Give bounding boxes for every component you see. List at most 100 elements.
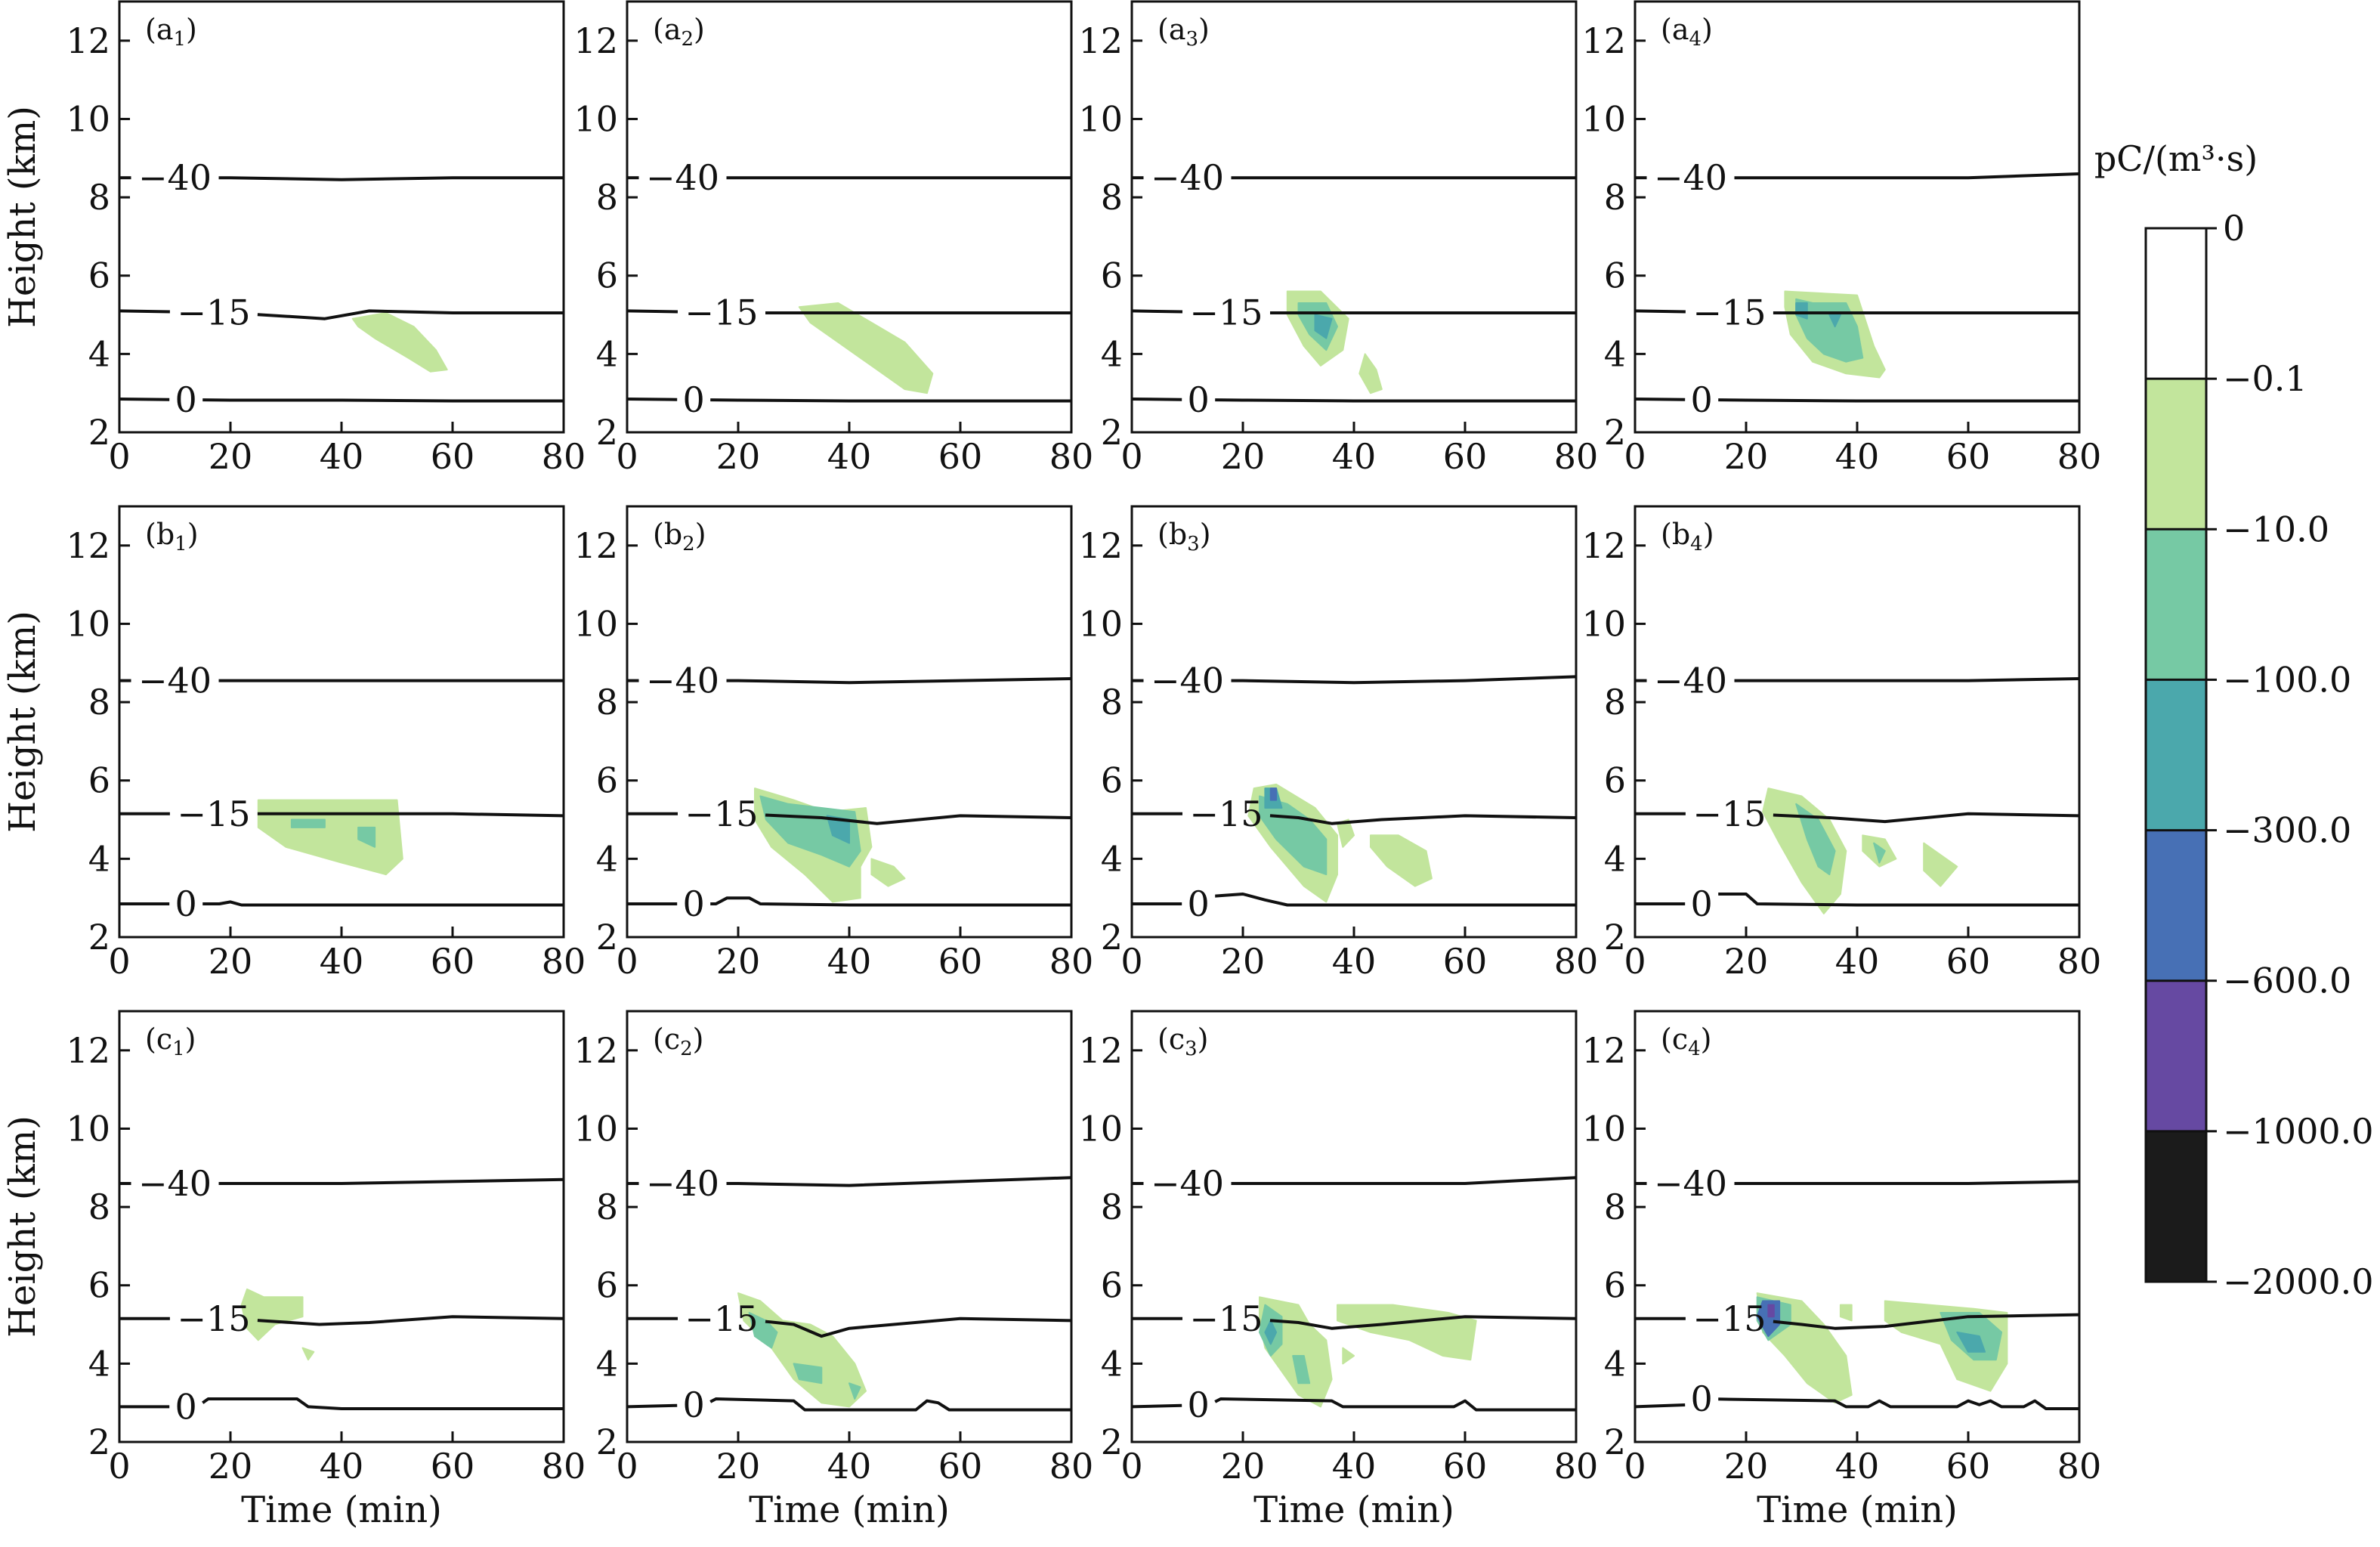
panel-tag-paren-open: ( xyxy=(1661,518,1672,551)
y-tick-label-b3-4: 10 xyxy=(1078,603,1123,644)
isotherm-line-c3-2-0 xyxy=(1131,1403,1182,1409)
isotherm-line-a1-0-1 xyxy=(218,176,564,181)
x-tick-label-b4-3: 60 xyxy=(1946,941,1991,982)
x-tick-label-c1-1: 20 xyxy=(209,1446,253,1487)
y-tick-label-c2-1: 4 xyxy=(596,1343,618,1384)
isotherm-line-c1-2-1 xyxy=(202,1397,564,1410)
x-tick-label-c1-4: 80 xyxy=(542,1446,586,1487)
isotherm-label-c3-1: −15 xyxy=(1189,1298,1263,1339)
isotherm-line-c1-0-1 xyxy=(218,1177,564,1185)
x-tick-label-a3-0: 0 xyxy=(1120,436,1142,477)
contour-fill-a4-2 xyxy=(1795,302,1808,320)
panel-tag-paren-close: ) xyxy=(186,13,197,46)
x-tick-label-b4-2: 40 xyxy=(1835,941,1880,982)
contour-fill-c2-2 xyxy=(793,1363,823,1385)
x-tick-label-b1-2: 40 xyxy=(320,941,364,982)
plot-frame-a3 xyxy=(1130,0,1578,434)
x-tick-label-b3-2: 40 xyxy=(1332,941,1377,982)
panel-tag-letter: b xyxy=(156,518,175,551)
isotherm-line-a4-2-0 xyxy=(1634,398,1686,401)
x-tick-label-a4-4: 80 xyxy=(2057,436,2102,477)
y-tick-label-a3-1: 4 xyxy=(1101,333,1123,374)
x-tick-label-c4-1: 20 xyxy=(1724,1446,1769,1487)
isotherm-label-b4-0: −40 xyxy=(1654,661,1727,701)
panel-tag-b3: (b3) xyxy=(1158,518,1211,555)
panel-tag-sub: 1 xyxy=(175,533,187,555)
isotherm-label-a4-0: −40 xyxy=(1654,157,1727,198)
x-tick-label-b3-1: 20 xyxy=(1221,941,1266,982)
x-axis-label-c4: Time (min) xyxy=(1757,1489,1958,1531)
x-tick-label-b2-0: 0 xyxy=(616,941,638,982)
contour-fill-b3-1 xyxy=(1337,818,1355,848)
y-tick-label-c4-3: 8 xyxy=(1604,1187,1626,1227)
y-axis-label-a1: Height (km) xyxy=(2,106,44,328)
y-tick-label-a3-2: 6 xyxy=(1101,255,1123,296)
panel-tag-sub: 1 xyxy=(172,1038,185,1060)
x-tick-label-a4-1: 20 xyxy=(1724,436,1769,477)
y-tick-label-b3-0: 2 xyxy=(1101,917,1123,958)
colorbar: 0 −0.1 −10.0 −100.0 −300.0 −600.0 −1000.0 −2000… xyxy=(2094,138,2374,1302)
x-tick-label-c2-0: 0 xyxy=(616,1446,638,1487)
colorbar-bin-4 xyxy=(2146,830,2206,981)
panel-tag-sub: 3 xyxy=(1185,28,1198,51)
isotherm-label-c1-0: −40 xyxy=(138,1163,212,1204)
y-tick-label-a1-5: 12 xyxy=(66,20,110,61)
contour-fill-b3-5 xyxy=(1269,787,1278,801)
x-tick-label-c3-3: 60 xyxy=(1443,1446,1488,1487)
y-tick-label-c2-5: 12 xyxy=(573,1030,618,1071)
isotherm-line-b3-2-1 xyxy=(1213,893,1576,907)
plot-frame-c4 xyxy=(1634,1010,2081,1443)
isotherm-line-b2-0-1 xyxy=(726,677,1072,685)
panel-tag-paren-open: ( xyxy=(1661,1023,1672,1056)
y-tick-label-a4-0: 2 xyxy=(1604,412,1626,453)
isotherm-line-c4-2-1 xyxy=(1718,1397,2079,1410)
y-tick-label-a1-1: 4 xyxy=(88,333,110,374)
colorbar-label-3: −100.0 xyxy=(2223,659,2351,700)
panel-tag-paren-close: ) xyxy=(1702,13,1713,46)
y-axis-label-b1: Height (km) xyxy=(2,611,44,833)
y-tick-label-b2-2: 6 xyxy=(596,760,618,801)
contour-fill-c2-3 xyxy=(848,1382,861,1400)
plot-frame-a1 xyxy=(118,0,565,434)
panel-tag-letter: a xyxy=(664,13,682,46)
panel-tag-paren-close: ) xyxy=(1198,13,1210,46)
contour-fill-b4-2 xyxy=(1923,842,1958,887)
panel-tag-c3: (c3) xyxy=(1158,1023,1209,1060)
panel-tag-letter: c xyxy=(1672,1023,1688,1056)
isotherm-label-a1-2: 0 xyxy=(175,379,197,420)
isotherm-label-c2-2: 0 xyxy=(683,1385,705,1425)
isotherm-label-b1-2: 0 xyxy=(175,883,197,924)
panel-tag-sub: 4 xyxy=(1689,28,1702,51)
y-tick-label-a2-4: 10 xyxy=(573,98,618,139)
x-tick-label-c2-4: 80 xyxy=(1049,1446,1094,1487)
y-tick-label-b3-1: 4 xyxy=(1101,838,1123,879)
isotherm-label-b1-0: −40 xyxy=(138,661,212,701)
y-tick-label-c1-2: 6 xyxy=(88,1265,110,1306)
isotherm-line-c2-2-1 xyxy=(709,1397,1071,1412)
isotherm-label-a3-2: 0 xyxy=(1188,379,1210,420)
x-tick-label-c1-2: 40 xyxy=(320,1446,364,1487)
y-tick-label-b1-4: 10 xyxy=(66,603,110,644)
x-tick-label-a4-0: 0 xyxy=(1624,436,1646,477)
y-tick-label-b3-5: 12 xyxy=(1078,525,1123,566)
y-tick-label-c1-4: 10 xyxy=(66,1108,110,1149)
x-tick-label-a2-1: 20 xyxy=(716,436,761,477)
panel-tag-paren-open: ( xyxy=(1158,518,1169,551)
y-tick-label-b1-3: 8 xyxy=(88,682,110,722)
isotherm-line-c2-1-1 xyxy=(765,1316,1072,1338)
x-axis-label-c1: Time (min) xyxy=(241,1489,442,1531)
colorbar-title: pC/(m³·s) xyxy=(2094,138,2258,179)
isotherm-label-b2-2: 0 xyxy=(683,883,705,924)
x-tick-label-c4-0: 0 xyxy=(1624,1446,1646,1487)
colorbar-bin-2 xyxy=(2146,529,2206,680)
y-tick-label-c1-0: 2 xyxy=(88,1422,110,1462)
y-tick-label-c3-2: 6 xyxy=(1101,1265,1123,1306)
contour-fill-a2-0 xyxy=(798,302,934,394)
panel-tag-sub: 1 xyxy=(173,28,186,51)
y-tick-label-a4-2: 6 xyxy=(1604,255,1626,296)
x-tick-label-a1-1: 20 xyxy=(209,436,253,477)
y-tick-label-b4-4: 10 xyxy=(1581,603,1626,644)
